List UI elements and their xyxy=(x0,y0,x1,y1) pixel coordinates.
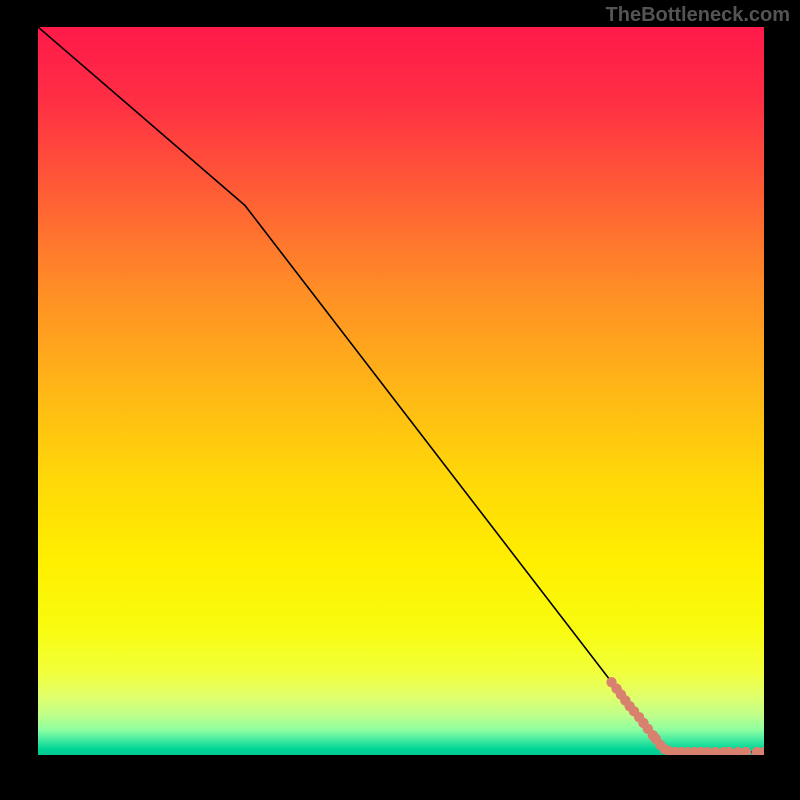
watermark-text: TheBottleneck.com xyxy=(606,4,790,27)
chart-svg xyxy=(38,27,764,755)
gradient-background xyxy=(38,27,764,755)
chart-container: TheBottleneck.com xyxy=(0,0,800,800)
plot-area xyxy=(38,27,764,755)
